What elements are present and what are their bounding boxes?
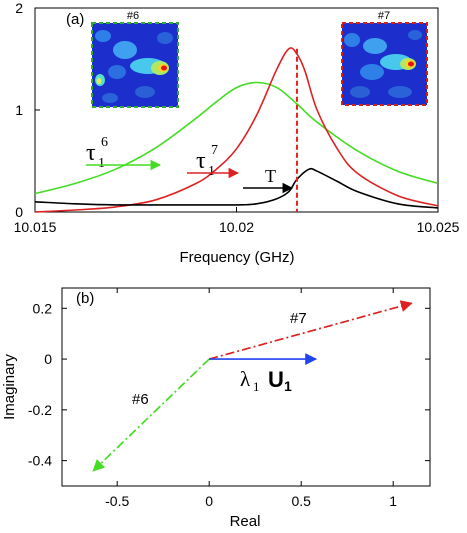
vector-7-label: #7: [290, 310, 307, 327]
x-tick-label: 1: [389, 493, 397, 509]
inset-7: #7: [341, 10, 428, 106]
annotation-t-symbol: T: [265, 166, 276, 186]
annotation-tau-6: τ 1 6: [86, 135, 162, 171]
inset-6: #6: [91, 10, 179, 108]
y-tick-label: -0.4: [28, 453, 52, 469]
annotation-tau-7-subscript: 1: [208, 164, 215, 179]
series-tau-7-line: [34, 47, 439, 213]
y-tick-label: 0: [44, 351, 52, 367]
x-tick-label: 10.015: [14, 219, 57, 235]
y-tick-label: -0.2: [28, 402, 52, 418]
annotation-tau-7-superscript: 7: [211, 143, 218, 158]
vector-7-arrow: [208, 300, 413, 360]
panel-b-label: (b): [76, 290, 94, 307]
panel-a-x-ticks: 10.015 10.02 10.025: [14, 207, 460, 235]
lambda-symbol: λ: [240, 367, 251, 391]
annotation-tau-7: τ 1 7: [187, 143, 240, 179]
series-t-line: [34, 167, 439, 209]
panel-b-y-axis-label: Imaginary: [1, 354, 18, 420]
y-tick-label: 2: [15, 0, 23, 16]
lambda-u-label: λ 1 U 1: [240, 367, 292, 394]
y-tick-label: 0.2: [33, 300, 53, 316]
annotation-tau-6-subscript: 1: [98, 156, 105, 171]
inset-6-label: #6: [127, 10, 139, 22]
panel-a-series: [34, 47, 439, 213]
inset-7-border: [341, 22, 428, 106]
annotation-tau-7-symbol: τ: [196, 148, 206, 174]
annotation-tau-6-symbol: τ: [86, 140, 96, 166]
panel-b-x-axis-label: Real: [230, 513, 261, 530]
inset-7-label: #7: [378, 10, 390, 22]
series-tau-6-line: [34, 81, 439, 195]
annotation-t: T: [243, 166, 294, 194]
x-tick-label: 10.02: [219, 219, 254, 235]
vector-6-label: #6: [132, 391, 149, 408]
annotation-tau-6-superscript: 6: [101, 135, 108, 150]
u-vector-subscript: 1: [284, 378, 292, 394]
inset-6-field-image: [92, 23, 178, 107]
panel-b-x-ticks: -0.5 0 0.5 1: [105, 288, 397, 509]
panel-b: (b) 0.2 0 -0.2 -0.4 -0.5 0 0.5 1 Real Imaginar…: [1, 287, 431, 530]
panel-a-y-ticks: 0 1 2: [15, 0, 40, 220]
panel-a-label: (a): [66, 11, 84, 28]
x-tick-label: -0.5: [105, 493, 129, 509]
inset-6-border: [91, 22, 179, 108]
panel-b-plot-frame: [61, 287, 431, 487]
y-tick-label: 1: [15, 102, 23, 118]
vector-6-arrow: [92, 358, 210, 472]
panel-b-vectors: [92, 300, 413, 472]
inset-7-field-image: [342, 23, 427, 105]
panel-b-y-ticks: 0.2 0 -0.2 -0.4: [28, 300, 430, 469]
panel-a-x-axis-label: Frequency (GHz): [179, 249, 294, 266]
lambda-subscript: 1: [253, 379, 260, 394]
x-tick-label: 10.025: [417, 219, 460, 235]
y-tick-label: 0: [15, 204, 23, 220]
x-tick-label: 0.5: [291, 493, 311, 509]
x-tick-label: 0: [205, 493, 213, 509]
u-vector-symbol: U: [268, 367, 284, 392]
panel-a: (a) 0 1 2 10.015 10.02 10.025 Frequency (GHz…: [14, 0, 460, 266]
